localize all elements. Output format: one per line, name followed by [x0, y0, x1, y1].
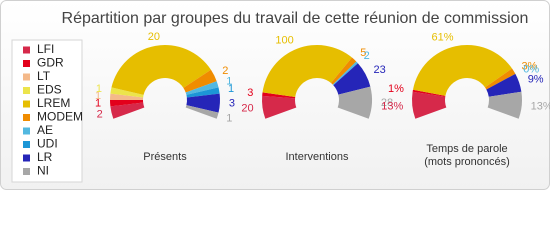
legend-label: UDI	[37, 137, 58, 151]
legend-swatch	[23, 141, 30, 148]
legend-label: MODEM	[37, 110, 83, 124]
wedge	[186, 87, 220, 98]
chart-sublabel: (mots prononcés)	[424, 156, 510, 168]
value-label: 1	[226, 76, 232, 88]
wedge	[110, 100, 144, 107]
legend-swatch	[23, 127, 30, 135]
wedge	[262, 45, 352, 97]
legend-swatch	[23, 60, 30, 67]
value-label: 13%	[381, 100, 403, 112]
chart-label: Présents	[143, 151, 187, 163]
value-label: 2	[97, 109, 103, 121]
value-label: 1	[95, 98, 101, 110]
value-label: 23	[374, 64, 386, 76]
value-label: 2	[222, 65, 228, 77]
value-label: 1	[95, 90, 101, 102]
value-label: 100	[275, 34, 293, 46]
wedge	[185, 105, 219, 119]
legend-swatch	[23, 87, 30, 94]
wedge	[337, 86, 372, 119]
legend-label: LR	[37, 150, 53, 164]
wedge	[110, 93, 144, 100]
wedge	[111, 44, 211, 95]
legend-swatch	[23, 154, 30, 162]
value-label: 28	[381, 97, 393, 109]
wedge	[262, 95, 297, 119]
chart-label: Temps de parole	[426, 143, 507, 155]
wedge	[332, 61, 358, 86]
legend-label: LT	[37, 69, 51, 83]
wedge	[262, 92, 296, 99]
wedge	[333, 63, 371, 95]
wedge	[183, 69, 217, 93]
value-label: 0%	[523, 63, 539, 75]
wedge	[486, 73, 522, 97]
wedge	[330, 57, 357, 85]
value-label: 5	[360, 47, 366, 59]
legend-swatch	[23, 114, 30, 121]
value-label: 3	[247, 87, 253, 99]
wedge	[485, 68, 516, 90]
chart: Répartition par groupes du travail de ce…	[0, 0, 550, 190]
value-label: 1	[96, 83, 102, 95]
wedge	[412, 91, 447, 119]
value-label: 1	[228, 83, 234, 95]
plots: 21112021131Présents203100522328Intervent…	[95, 31, 550, 168]
wedge	[412, 45, 513, 96]
chart-label: Interventions	[286, 151, 349, 163]
value-label: 20	[148, 31, 160, 43]
wedge	[110, 102, 145, 119]
wedge	[186, 93, 220, 113]
legend-label: NI	[37, 164, 49, 178]
value-label: 9%	[528, 74, 544, 86]
legend-swatch	[23, 46, 30, 54]
wedge	[412, 89, 446, 97]
legend-label: AE	[37, 123, 53, 137]
chart-title: Répartition par groupes du travail de ce…	[62, 10, 529, 27]
value-label: 3%	[521, 60, 537, 72]
wedge	[487, 91, 522, 119]
value-label: 1%	[388, 83, 404, 95]
value-label: 61%	[432, 31, 454, 43]
legend-swatch	[23, 73, 30, 81]
value-label: 1	[226, 112, 232, 124]
legend-swatch	[23, 168, 30, 175]
wedge	[110, 87, 144, 98]
legend-label: GDR	[37, 56, 64, 70]
legend-label: LFI	[37, 42, 54, 56]
value-label: 3	[229, 98, 235, 110]
legend-swatch	[23, 100, 30, 108]
value-label: 2	[364, 50, 370, 62]
value-label: 13%	[531, 100, 550, 112]
wedge	[185, 81, 219, 95]
value-label: 20	[241, 103, 253, 115]
legend-label: EDS	[37, 83, 62, 97]
legend-label: LREM	[37, 96, 70, 110]
